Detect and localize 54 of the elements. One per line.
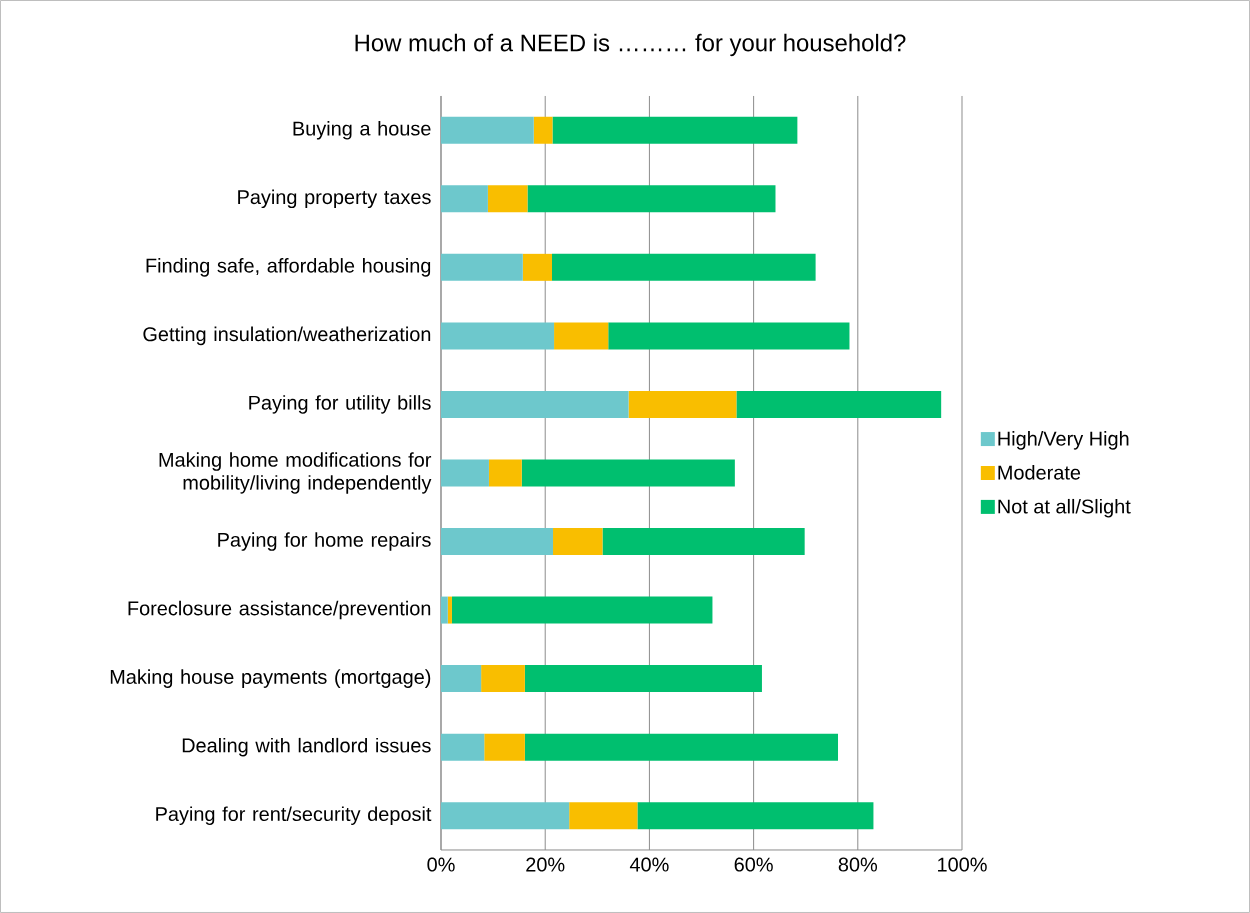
x-tick-label: 0% xyxy=(427,857,455,872)
bar xyxy=(441,665,482,693)
x-tick-label: 40% xyxy=(629,857,669,872)
bar xyxy=(524,733,839,761)
bar xyxy=(441,322,555,350)
y-tick-label: Paying for home repairs xyxy=(218,532,431,551)
legend-label: Not at all/Slight xyxy=(998,498,1131,518)
bar xyxy=(488,459,522,487)
chart-title: How much of a NEED is ……… for your household? xyxy=(355,33,906,57)
bar xyxy=(552,116,798,144)
x-tick-label: 100% xyxy=(938,857,987,872)
y-tick-label: Foreclosure assistance/prevention xyxy=(128,600,431,620)
legend-label: Moderate xyxy=(998,465,1081,480)
bar xyxy=(521,459,735,487)
bar xyxy=(481,665,525,693)
bar xyxy=(441,459,489,487)
bar xyxy=(484,733,525,761)
bar xyxy=(441,733,485,761)
y-tick-label: Paying property taxes xyxy=(238,189,431,209)
bar xyxy=(441,116,534,144)
bar xyxy=(602,528,805,556)
legend-label: High/Very High xyxy=(998,431,1129,450)
x-tick-label: 60% xyxy=(734,857,773,872)
x-tick-label: 80% xyxy=(838,857,878,872)
bar xyxy=(487,185,528,213)
bar xyxy=(554,322,609,350)
bar xyxy=(608,322,850,350)
bar xyxy=(637,802,874,830)
y-tick-label: Buying a house xyxy=(293,120,431,140)
bar xyxy=(527,185,776,213)
y-tick-label: Getting insulation/weatherization xyxy=(143,326,431,346)
bar xyxy=(569,802,638,830)
bar xyxy=(628,390,737,418)
bar xyxy=(524,665,762,693)
bar xyxy=(533,116,553,144)
bar xyxy=(441,390,629,418)
bar xyxy=(553,528,603,556)
y-tick-label: Paying for rent/security deposit xyxy=(156,806,432,825)
bar xyxy=(441,528,554,556)
y-tick-label: Making house payments (mortgage) xyxy=(110,669,431,688)
bar xyxy=(441,596,448,624)
bar xyxy=(551,253,816,281)
y-tick-label: Dealing with landlord issues xyxy=(182,737,431,757)
x-tick-label: 20% xyxy=(526,857,565,872)
y-tick-label: Finding safe, affordable housing xyxy=(146,258,431,277)
bar xyxy=(441,185,488,213)
y-tick-label: Making home modifications for mobility/living independently xyxy=(159,452,432,494)
bar xyxy=(441,253,523,281)
bar xyxy=(522,253,552,281)
y-tick-label: Paying for utility bills xyxy=(249,395,431,414)
bar xyxy=(447,596,452,624)
bar xyxy=(441,802,570,830)
bar xyxy=(736,390,942,418)
bar xyxy=(451,596,713,624)
